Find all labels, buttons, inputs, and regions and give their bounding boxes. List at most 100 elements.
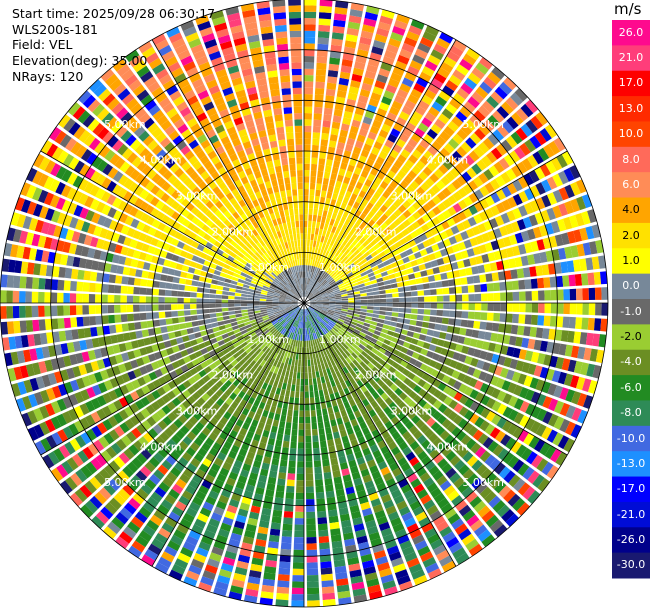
velocity-gate (601, 303, 608, 316)
velocity-gate (247, 294, 254, 298)
velocity-gate (147, 428, 159, 439)
velocity-gate (426, 161, 437, 172)
velocity-gate (353, 424, 361, 433)
velocity-gate (321, 242, 327, 250)
velocity-gate (254, 290, 262, 294)
velocity-gate (338, 329, 345, 335)
velocity-gate (93, 225, 103, 237)
velocity-gate (16, 350, 26, 364)
velocity-gate (232, 352, 240, 359)
velocity-gate (147, 328, 156, 336)
velocity-gate (342, 210, 350, 218)
velocity-gate (334, 565, 347, 574)
velocity-gate (505, 313, 513, 323)
velocity-gate (398, 111, 410, 121)
velocity-gate (222, 348, 230, 355)
velocity-gate (362, 240, 370, 248)
velocity-gate (335, 370, 342, 378)
velocity-gate (126, 152, 138, 164)
velocity-gate (371, 470, 382, 480)
velocity-gate (330, 359, 336, 367)
velocity-gate (348, 459, 357, 468)
velocity-gate (404, 420, 415, 430)
velocity-gate (512, 207, 522, 220)
velocity-gate (321, 363, 326, 371)
velocity-gate (101, 305, 108, 314)
velocity-gate (563, 303, 570, 315)
velocity-gate (318, 323, 323, 330)
velocity-gate (329, 345, 335, 353)
velocity-gate (340, 123, 350, 132)
velocity-gate (434, 118, 446, 130)
velocity-gate (83, 133, 96, 147)
velocity-gate (253, 308, 261, 311)
velocity-gate (102, 325, 111, 335)
velocity-gate (141, 164, 152, 176)
velocity-gate (171, 254, 180, 262)
velocity-gate (300, 309, 303, 316)
velocity-gate (435, 316, 443, 324)
velocity-gate (272, 305, 279, 308)
velocity-gate (19, 230, 28, 244)
velocity-gate (483, 76, 497, 90)
velocity-gate (93, 249, 102, 260)
velocity-gate (312, 288, 318, 294)
velocity-gate (274, 311, 281, 315)
velocity-gate (403, 280, 411, 287)
velocity-gate (147, 271, 155, 280)
velocity-gate (99, 468, 111, 481)
velocity-gate (313, 291, 320, 296)
velocity-gate (539, 442, 551, 456)
velocity-gate (333, 559, 346, 568)
velocity-gate (328, 294, 335, 298)
velocity-gate (162, 443, 173, 454)
velocity-gate (348, 86, 360, 95)
velocity-gate (394, 254, 402, 261)
velocity-gate (317, 170, 324, 178)
velocity-gate (123, 448, 135, 460)
velocity-gate (315, 331, 320, 339)
velocity-gate (524, 418, 536, 431)
velocity-gate (302, 341, 304, 348)
velocity-gate (421, 192, 431, 203)
velocity-gate (234, 566, 248, 576)
velocity-gate (442, 159, 454, 171)
velocity-gate (462, 375, 472, 385)
velocity-gate (416, 340, 425, 348)
velocity-gate (406, 267, 414, 274)
velocity-gate (386, 303, 393, 307)
velocity-gate (436, 441, 448, 453)
velocity-gate (243, 344, 250, 351)
velocity-gate (107, 415, 119, 428)
velocity-gate (161, 551, 175, 563)
velocity-gate (306, 315, 308, 322)
velocity-gate (306, 524, 316, 531)
velocity-gate (344, 341, 352, 348)
velocity-gate (126, 286, 134, 295)
velocity-gate (529, 200, 540, 213)
velocity-gate (430, 289, 437, 295)
velocity-gate (420, 182, 430, 192)
velocity-gate (299, 315, 302, 322)
velocity-gate (281, 536, 292, 544)
velocity-gate (372, 291, 380, 295)
velocity-gate (441, 280, 449, 287)
velocity-gate (447, 195, 457, 205)
velocity-gate (167, 174, 178, 185)
velocity-gate (39, 389, 50, 403)
velocity-gate (25, 305, 32, 318)
velocity-gate (191, 240, 200, 249)
velocity-gate (268, 325, 275, 331)
velocity-gate (350, 265, 357, 272)
velocity-gate (342, 303, 349, 305)
velocity-gate (388, 366, 397, 374)
velocity-gate (440, 272, 448, 280)
velocity-gate (292, 297, 299, 301)
velocity-gate (406, 523, 419, 534)
velocity-gate (456, 87, 470, 100)
velocity-gate (411, 111, 423, 122)
velocity-gate (280, 280, 286, 286)
velocity-gate (356, 456, 366, 466)
velocity-gate (80, 465, 93, 479)
velocity-gate (535, 197, 546, 210)
